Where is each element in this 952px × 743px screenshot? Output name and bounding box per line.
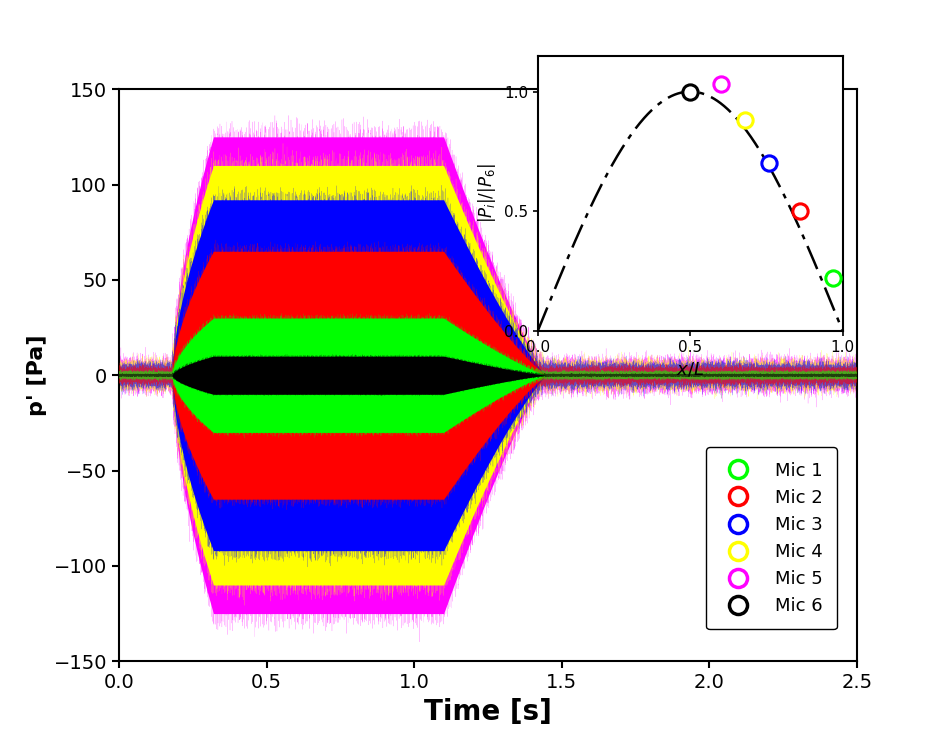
Y-axis label: p' [Pa]: p' [Pa]	[27, 334, 47, 416]
X-axis label: Time [s]: Time [s]	[424, 698, 552, 726]
X-axis label: $x/L$: $x/L$	[676, 361, 704, 379]
Legend: Mic 1, Mic 2, Mic 3, Mic 4, Mic 5, Mic 6: Mic 1, Mic 2, Mic 3, Mic 4, Mic 5, Mic 6	[705, 447, 837, 629]
Y-axis label: $|P_i|/|P_6|$: $|P_i|/|P_6|$	[477, 163, 499, 223]
